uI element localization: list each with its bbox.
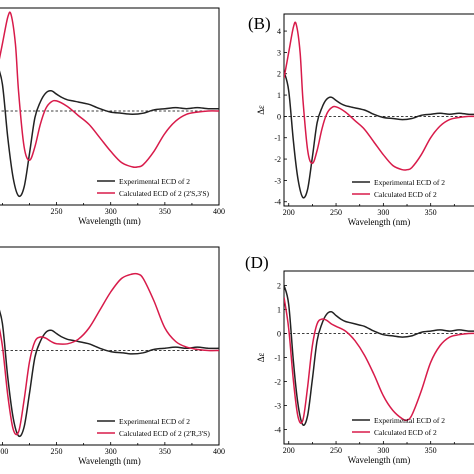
y-tick-label: 1: [277, 91, 281, 100]
legend-label: Calculated ECD of 2 (2'R,3'S): [119, 429, 210, 438]
y-axis-label: Δε: [256, 353, 266, 363]
x-tick-label: 400: [213, 447, 225, 456]
x-tick-label: 350: [425, 208, 437, 217]
x-axis-label: Wavelength (nm): [348, 455, 411, 465]
series-line-experimental: [0, 70, 219, 198]
plot-frame: [0, 7, 220, 206]
x-tick-label: 350: [159, 447, 171, 456]
x-tick-label: 350: [159, 207, 171, 216]
x-tick-label: 250: [51, 447, 63, 456]
x-tick-label: 350: [425, 446, 437, 455]
y-tick-label: -1: [274, 134, 281, 143]
x-axis-label: Wavelength (nm): [78, 456, 141, 466]
legend-label: Experimental ECD of 2: [119, 177, 190, 186]
panel-label: (B): [248, 14, 271, 33]
legend-label: Experimental ECD of 2: [374, 416, 445, 425]
panel-4: 200 250 300 350 -4 -3 -2 -1 0 1 2 Wavelength (nm) Δε…: [245, 253, 474, 465]
series-line-calculated: [0, 272, 219, 436]
x-tick-label: 200: [0, 447, 8, 456]
series-line-experimental: [284, 71, 474, 199]
x-axis-label: Wavelength (nm): [348, 217, 411, 227]
y-tick-label: -2: [274, 378, 281, 387]
panel-1: 250 300 350 400 Wavelength (nm) Experimental …: [0, 7, 225, 226]
panel-label: (D): [245, 253, 269, 272]
y-tick-label: -4: [274, 426, 281, 435]
x-tick-label: 200: [283, 446, 295, 455]
series-line-calculated: [284, 21, 474, 171]
series-line-calculated: [284, 297, 474, 424]
y-tick-label: 0: [277, 112, 281, 121]
plot-frame: [0, 246, 220, 446]
x-tick-label: 250: [330, 208, 342, 217]
y-tick-label: -4: [274, 198, 281, 207]
legend-label: Experimental ECD of 2: [374, 178, 445, 187]
y-tick-label: -3: [274, 176, 281, 185]
x-tick-label: 300: [377, 446, 389, 455]
y-tick-label: 1: [277, 305, 281, 314]
legend-label: Calculated ECD of 2: [374, 428, 437, 437]
series-line-experimental: [284, 285, 474, 426]
x-tick-label: 400: [213, 207, 225, 216]
x-tick-label: 250: [330, 446, 342, 455]
x-tick-label: 300: [105, 207, 117, 216]
y-axis-label: Δε: [256, 105, 266, 115]
x-tick-label: 300: [377, 208, 389, 217]
x-tick-label: 250: [51, 207, 63, 216]
plot-frame: [283, 13, 474, 207]
legend-label: Experimental ECD of 2: [119, 417, 190, 426]
panel-3: 200 250 300 350 400 Wavelength (nm) Experiment…: [0, 246, 225, 466]
legend-label: Calculated ECD of 2 (2'S,3'S): [119, 189, 209, 198]
y-tick-label: 3: [277, 48, 281, 57]
y-tick-label: -2: [274, 155, 281, 164]
y-tick-label: 0: [277, 329, 281, 338]
series-line-calculated: [0, 11, 219, 169]
series-line-experimental: [0, 309, 219, 438]
x-axis-label: Wavelength (nm): [78, 216, 141, 226]
x-tick-label: 300: [105, 447, 117, 456]
y-tick-label: -3: [274, 402, 281, 411]
y-tick-label: 2: [277, 70, 281, 79]
y-tick-label: 2: [277, 281, 281, 290]
panel-2: 200 250 300 350 -4 -3 -2 -1 0 1 2 3 4 Wavelength (nm)…: [248, 13, 474, 227]
legend-label: Calculated ECD of 2: [374, 190, 437, 199]
y-tick-label: 4: [277, 27, 281, 36]
y-tick-label: -1: [274, 354, 281, 363]
x-tick-label: 200: [283, 208, 295, 217]
